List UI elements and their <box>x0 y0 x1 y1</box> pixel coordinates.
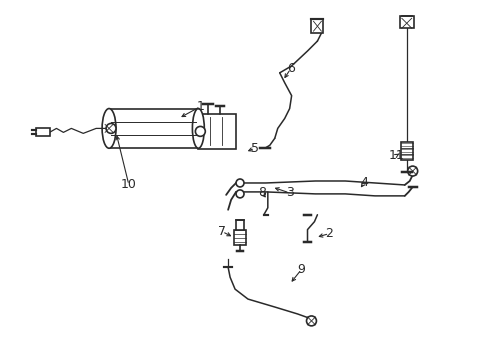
Bar <box>198 113 236 149</box>
Circle shape <box>407 166 417 176</box>
Circle shape <box>195 126 205 136</box>
Text: 5: 5 <box>250 142 258 155</box>
Bar <box>311 19 323 33</box>
Bar <box>109 109 198 148</box>
Text: 10: 10 <box>121 179 137 192</box>
Text: 3: 3 <box>285 186 293 199</box>
Text: 4: 4 <box>359 176 367 189</box>
Text: 11: 11 <box>388 149 404 162</box>
Text: 1: 1 <box>196 100 204 113</box>
Text: 2: 2 <box>325 227 333 240</box>
Ellipse shape <box>192 109 204 148</box>
Text: 6: 6 <box>286 62 294 75</box>
Text: 8: 8 <box>257 186 265 199</box>
Bar <box>400 142 412 160</box>
Circle shape <box>106 123 116 133</box>
Text: 7: 7 <box>218 225 226 238</box>
Ellipse shape <box>102 109 116 148</box>
Bar <box>399 16 413 28</box>
Circle shape <box>236 179 244 187</box>
Circle shape <box>236 190 244 198</box>
Bar <box>36 129 49 136</box>
Bar <box>234 230 245 246</box>
Circle shape <box>306 316 316 326</box>
Text: 9: 9 <box>297 263 305 276</box>
Bar <box>236 220 244 230</box>
